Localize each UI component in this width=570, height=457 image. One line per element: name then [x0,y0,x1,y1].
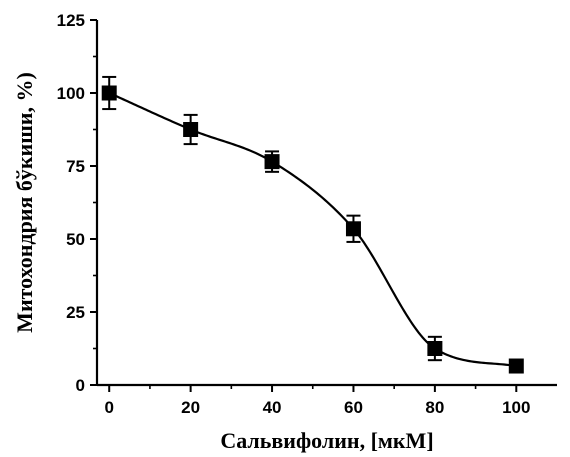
axes: 0 20 40 60 80 100 0 25 50 75 100 125 [57,11,557,417]
x-tick-label: 20 [181,398,200,417]
y-tick-label: 75 [66,157,85,176]
data-point [183,113,199,146]
x-axis-label: Сальвифолин, [мкМ] [220,428,433,453]
x-tick-label: 0 [104,398,113,417]
data-marker-square [264,154,280,170]
y-tick-label: 0 [76,376,85,395]
data-points-layer [101,75,524,374]
x-tick-label: 40 [263,398,282,417]
data-marker-square [345,221,361,237]
y-tick-label: 100 [57,84,85,103]
fit-curve-line [108,91,517,368]
data-point [427,335,443,362]
data-point [508,358,524,374]
data-marker-square [101,85,117,101]
y-tick-label: 25 [66,303,85,322]
data-marker-square [427,341,443,356]
data-point [101,75,117,111]
y-tick-label: 50 [66,230,85,249]
x-tick-label: 100 [502,398,530,417]
x-tick-label: 80 [425,398,444,417]
y-axis-label: Митохондрия бўкиши, %) [12,72,37,333]
data-point [345,214,361,243]
data-marker-square [183,122,199,137]
data-point [264,150,280,173]
y-tick-label: 125 [57,11,85,30]
x-tick-label: 60 [344,398,363,417]
data-marker-square [508,358,524,374]
fit-curve-layer [108,91,517,368]
